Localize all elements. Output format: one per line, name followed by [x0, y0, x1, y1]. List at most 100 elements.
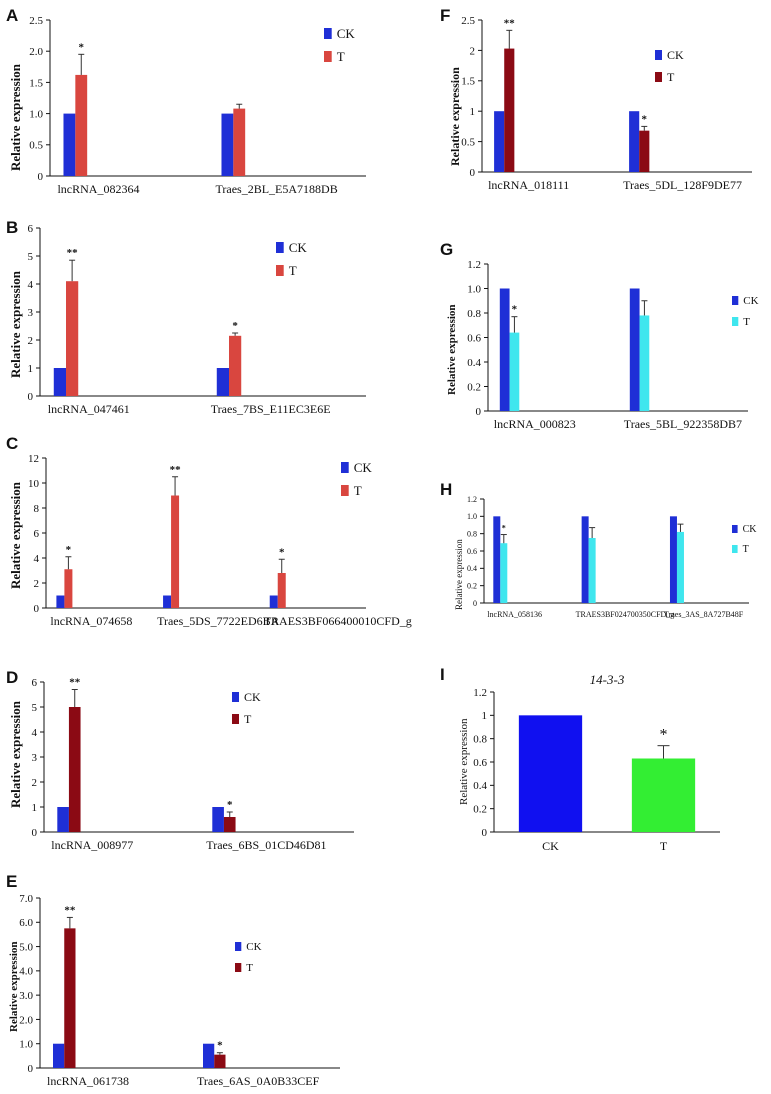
- y-tick-label: 0.4: [473, 780, 487, 792]
- x-tick-label: lncRNA_061738: [47, 1074, 129, 1088]
- bar-chart-e: 0 1.0 2.0 3.0 4.0 5.0 6.0 7.0 ** lncRNA_061738 * Tr…: [19, 893, 340, 1088]
- panel-label: D: [6, 668, 19, 687]
- legend-label: T: [289, 263, 297, 278]
- bar-chart-g: 0 0.2 0.4 0.6 0.8 1.0 1.2 * lncRNA_000823 Traes_5…: [467, 259, 758, 431]
- legend-swatch: [341, 485, 349, 496]
- legend-label: T: [743, 316, 750, 328]
- x-tick-label: TRAES3BF066400010CFD_g: [264, 614, 412, 628]
- y-tick-label: 6: [34, 528, 40, 540]
- y-tick-label: 0: [470, 167, 476, 179]
- legend-label: T: [244, 712, 252, 726]
- y-tick-label: 0: [38, 171, 44, 183]
- panel-e: E Relative expression 0 1.0 2.0 3.0 4.0 5.0 6.…: [6, 872, 386, 1092]
- legend-label: T: [743, 544, 749, 555]
- significance-marker: *: [232, 320, 238, 332]
- panel-f: F Relative expression 0 0.5 1 1.5 2 2.5 ** lncR…: [440, 6, 765, 211]
- y-tick-label: 5: [28, 251, 34, 263]
- y-tick-label: 0.6: [467, 547, 477, 556]
- panel-label: A: [6, 6, 19, 25]
- legend-label: CK: [743, 524, 758, 535]
- legend-swatch: [655, 50, 662, 60]
- y-tick-label: 1.0: [29, 108, 43, 120]
- y-tick-label: 1.2: [473, 687, 487, 699]
- y-tick-label: 0.8: [473, 734, 487, 746]
- y-tick-label: 6: [28, 223, 34, 235]
- y-tick-label: 0: [473, 599, 477, 608]
- x-tick-label: lncRNA_074658: [50, 614, 132, 628]
- x-tick-label: lncRNA_008977: [51, 838, 133, 852]
- y-tick-label: 1: [28, 363, 34, 375]
- x-tick-label: Traes_5DL_128F9DE77: [623, 178, 742, 192]
- y-tick-label: 4: [32, 727, 38, 739]
- legend-label: T: [667, 70, 675, 84]
- panel-label: E: [6, 872, 18, 891]
- panel-d: D Relative expression 0 1 2 3 4 5 6 ** lncRNA_00…: [6, 668, 386, 858]
- bar-chart-d: 0 1 2 3 4 5 6 ** lncRNA_008977 * Traes_6BS_01CD46D…: [32, 677, 354, 852]
- y-tick-label: 4: [28, 279, 34, 291]
- legend-swatch: [235, 963, 242, 972]
- bar-chart-i: 0 0.2 0.4 0.6 0.8 1 1.2 CK * T 14-3-3: [473, 672, 720, 853]
- legend-label: CK: [246, 941, 261, 953]
- y-tick-label: 0.2: [467, 581, 477, 590]
- legend-swatch: [232, 714, 239, 724]
- panel-label: H: [440, 480, 453, 499]
- significance-marker: *: [217, 1040, 223, 1052]
- x-tick-label: Traes_2BL_E5A7188DB: [215, 182, 337, 196]
- x-tick-label: Traes_3AS_8A727B48F: [664, 610, 744, 619]
- x-tick-label: lncRNA_000823: [494, 417, 576, 431]
- legend-swatch: [732, 545, 738, 553]
- y-tick-label: 0.5: [461, 136, 475, 148]
- significance-marker: **: [67, 247, 79, 259]
- significance-marker: **: [69, 677, 81, 689]
- bar: [66, 281, 79, 396]
- bar: [581, 516, 589, 603]
- y-tick-label: 2: [34, 578, 40, 590]
- y-tick-label: 8: [34, 503, 40, 515]
- bar: [631, 758, 696, 832]
- legend-swatch: [324, 51, 332, 62]
- bar: [171, 495, 180, 608]
- y-tick-label: 0.2: [473, 804, 487, 816]
- y-tick-label: 0.2: [467, 381, 481, 393]
- panel-label: B: [6, 218, 19, 237]
- y-tick-label: 10: [28, 478, 40, 490]
- x-tick-label: T: [660, 839, 668, 853]
- legend-label: CK: [289, 240, 308, 255]
- bar: [629, 111, 640, 172]
- bar: [64, 928, 76, 1068]
- bar: [639, 315, 650, 411]
- bar: [639, 130, 650, 172]
- significance-marker: *: [660, 727, 668, 744]
- y-tick-label: 1: [32, 802, 38, 814]
- panel-label: C: [6, 434, 19, 453]
- y-tick-label: 1.0: [19, 1039, 33, 1051]
- bar: [163, 595, 172, 608]
- y-tick-label: 0: [28, 1063, 34, 1075]
- y-tick-label: 2.5: [461, 15, 475, 27]
- legend-label: T: [337, 49, 345, 64]
- x-tick-label: lncRNA_058136: [487, 610, 542, 619]
- bar: [57, 807, 69, 832]
- panel-i: I Relative expression 0 0.2 0.4 0.6 0.8 1 1.2 C…: [440, 665, 765, 865]
- bar: [68, 707, 81, 832]
- bar: [221, 113, 234, 176]
- bar: [53, 368, 67, 396]
- panel-h: H Relative expression 0 0.2 0.4 0.6 0.8 1.0 1.…: [440, 480, 765, 630]
- x-tick-label: Traes_5DS_7722ED6BA: [157, 614, 280, 628]
- legend-label: CK: [337, 26, 356, 41]
- legend-swatch: [324, 28, 332, 39]
- y-tick-label: 2: [470, 45, 476, 57]
- legend-label: CK: [244, 690, 261, 704]
- bar: [53, 1043, 65, 1068]
- y-tick-label: 1.2: [467, 495, 477, 504]
- y-tick-label: 1.0: [467, 283, 481, 295]
- y-tick-label: 0.8: [467, 308, 481, 320]
- significance-marker: **: [64, 904, 76, 916]
- chart-title: 14-3-3: [590, 672, 625, 687]
- legend-swatch: [732, 525, 738, 533]
- bar: [588, 538, 596, 603]
- significance-marker: *: [502, 524, 506, 533]
- x-tick-label: CK: [542, 839, 559, 853]
- bar: [214, 1054, 226, 1068]
- bar-chart-a: 0 0.5 1.0 1.5 2.0 2.5 * lncRNA_082364 Traes_2BL_…: [29, 15, 366, 196]
